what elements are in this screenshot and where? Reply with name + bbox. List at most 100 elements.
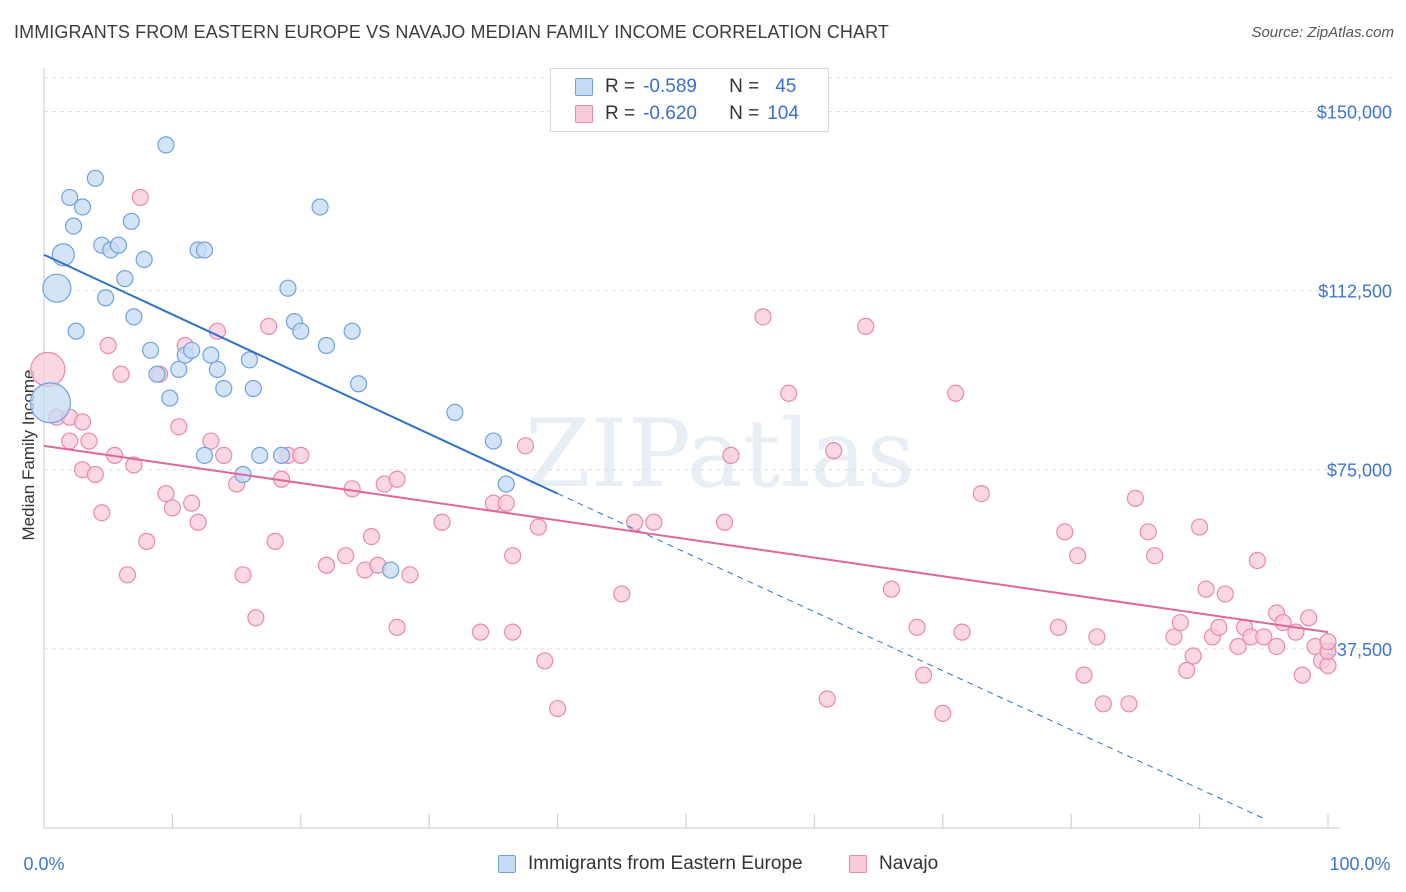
point-navajo (857, 317, 875, 336)
point-navajo (189, 513, 207, 531)
point-eastern-europe (208, 360, 226, 379)
point-navajo (882, 580, 901, 598)
legend-row-navajo: R = -0.620 N = 104 (575, 102, 799, 126)
point-navajo (1319, 633, 1337, 651)
point-navajo (1178, 661, 1196, 679)
point-navajo (1319, 656, 1337, 675)
point-navajo (1171, 613, 1189, 632)
point-navajo (112, 365, 130, 383)
point-navajo (1056, 523, 1074, 541)
point-eastern-europe (64, 217, 83, 235)
legend-n-label: N = (729, 103, 760, 124)
point-navajo (118, 566, 137, 584)
point-navajo (645, 513, 663, 531)
point-eastern-europe (135, 250, 153, 269)
point-navajo (247, 609, 265, 627)
point-eastern-europe (446, 403, 464, 421)
point-navajo (1146, 547, 1164, 565)
point-navajo (99, 336, 117, 355)
point-eastern-europe (148, 365, 166, 383)
point-navajo (1197, 580, 1215, 598)
point-navajo (914, 666, 933, 684)
point-navajo (1139, 523, 1157, 541)
point-navajo (1075, 666, 1093, 684)
point-navajo (1165, 628, 1183, 646)
point-navajo (953, 623, 971, 641)
correlation-legend: R = -0.589 N = 45 R = -0.620 N = 104 (550, 68, 829, 132)
point-eastern-europe (343, 322, 361, 340)
point-navajo (170, 418, 188, 436)
trend-line-eastern-europe (43, 253, 559, 495)
point-navajo (1126, 489, 1145, 507)
point-navajo (908, 618, 926, 636)
point-navajo (818, 690, 836, 708)
point-navajo (138, 532, 156, 550)
point-navajo (1300, 609, 1318, 627)
point-eastern-europe (73, 198, 92, 216)
point-eastern-europe (51, 243, 75, 267)
series-label-eastern-europe: Immigrants from Eastern Europe (528, 853, 803, 874)
point-navajo (1120, 695, 1138, 713)
point-navajo (715, 513, 734, 531)
trend-line-navajo (43, 444, 1329, 634)
point-eastern-europe (349, 375, 368, 393)
point-eastern-europe (195, 446, 214, 464)
chart-source: Source: ZipAtlas.com (1251, 24, 1394, 41)
point-eastern-europe (202, 346, 220, 364)
point-navajo (183, 494, 201, 512)
legend-n-value: 104 (767, 103, 799, 124)
y-tick-label: $37,500 (1327, 640, 1392, 660)
point-eastern-europe (61, 188, 79, 207)
point-navajo (529, 518, 547, 536)
point-eastern-europe (125, 308, 143, 326)
point-navajo (1248, 551, 1266, 570)
point-eastern-europe (215, 379, 233, 398)
legend-swatch-pink (575, 105, 593, 123)
point-navajo (337, 547, 355, 565)
point-navajo (388, 470, 406, 488)
series-swatch-pink (849, 855, 867, 873)
point-navajo (1210, 618, 1228, 636)
point-navajo (1184, 647, 1202, 665)
point-navajo (1255, 628, 1273, 646)
point-navajo (157, 485, 175, 503)
point-eastern-europe (292, 322, 310, 340)
point-navajo (80, 432, 98, 450)
point-navajo (1268, 637, 1286, 656)
point-eastern-europe (195, 241, 214, 259)
point-navajo (362, 527, 381, 546)
point-navajo (548, 699, 567, 718)
point-eastern-europe (311, 198, 329, 216)
point-eastern-europe (116, 270, 134, 288)
point-navajo (613, 585, 631, 603)
point-navajo (401, 566, 419, 584)
series-swatch-blue (498, 855, 516, 873)
point-navajo (722, 446, 740, 464)
point-navajo (504, 623, 522, 641)
point-navajo (61, 432, 79, 450)
point-navajo (317, 556, 336, 574)
legend-row-eastern-europe: R = -0.589 N = 45 (575, 75, 796, 99)
point-navajo (1229, 637, 1247, 656)
point-navajo (86, 465, 104, 484)
point-navajo (1088, 628, 1106, 646)
point-navajo (504, 547, 522, 565)
y-tick-label: $75,000 (1327, 461, 1392, 481)
watermark: ZIPatlas (525, 400, 915, 509)
point-navajo (1216, 585, 1234, 603)
legend-r-value: -0.589 (643, 76, 697, 97)
legend-r-value: -0.620 (643, 103, 697, 124)
point-navajo (1049, 618, 1067, 636)
point-navajo (497, 494, 515, 512)
point-navajo (202, 432, 220, 450)
point-navajo (972, 485, 990, 503)
point-eastern-europe (240, 351, 259, 369)
legend-n-label: N = (729, 76, 760, 97)
point-eastern-europe (170, 360, 188, 379)
point-navajo (536, 652, 554, 670)
point-eastern-europe (122, 212, 140, 230)
point-navajo (93, 504, 111, 522)
x-tick-label: 0.0% (23, 854, 64, 874)
point-eastern-europe (272, 446, 291, 464)
point-navajo (292, 446, 310, 464)
